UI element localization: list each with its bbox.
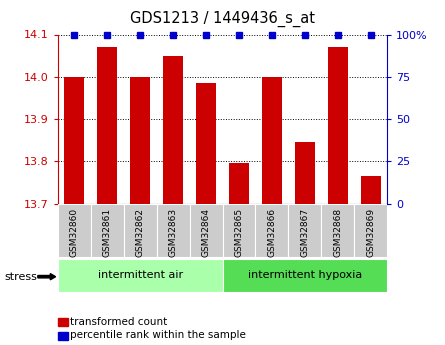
Text: GSM32862: GSM32862 [136,208,145,257]
Bar [163,56,183,204]
Text: GSM32861: GSM32861 [103,208,112,257]
Bar [361,176,380,204]
Text: GSM32868: GSM32868 [333,208,342,257]
Bar [222,204,255,257]
Text: stress: stress [4,272,37,282]
Text: intermittent hypoxia: intermittent hypoxia [248,270,362,280]
Bar [97,47,117,204]
Text: GDS1213 / 1449436_s_at: GDS1213 / 1449436_s_at [130,10,315,27]
Text: GSM32860: GSM32860 [70,208,79,257]
Bar [157,204,190,257]
Bar [262,77,282,204]
Bar [124,204,157,257]
Bar [58,204,91,257]
Bar [65,77,84,204]
Text: GSM32863: GSM32863 [169,208,178,257]
Text: intermittent air: intermittent air [97,270,183,280]
Text: GSM32869: GSM32869 [366,208,375,257]
Bar [288,204,321,257]
Text: percentile rank within the sample: percentile rank within the sample [70,331,246,340]
Text: GSM32867: GSM32867 [300,208,309,257]
Bar [295,142,315,204]
Text: transformed count: transformed count [70,317,168,326]
Text: GSM32864: GSM32864 [202,208,210,257]
Bar [354,204,387,257]
Text: GSM32866: GSM32866 [267,208,276,257]
Bar [222,259,387,292]
Bar [328,47,348,204]
Bar [255,204,288,257]
Bar [321,204,354,257]
Bar [229,164,249,204]
Bar [130,77,150,204]
Bar [196,83,216,204]
Text: GSM32865: GSM32865 [235,208,243,257]
Bar [91,204,124,257]
Bar [58,259,222,292]
Bar [190,204,222,257]
